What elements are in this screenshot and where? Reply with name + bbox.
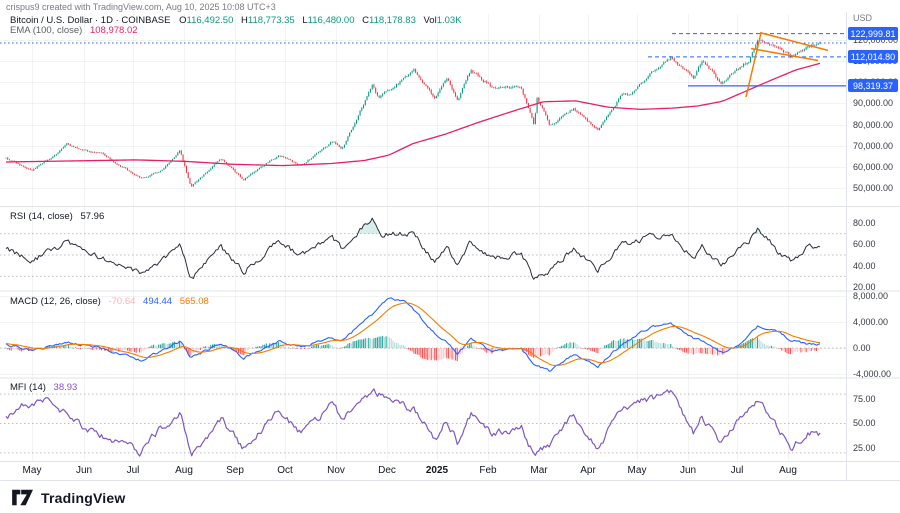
price-tick-label: 80,000.00	[853, 119, 894, 130]
high-value: 118,773.35	[247, 15, 295, 26]
low-value: 116,480.00	[307, 15, 355, 26]
macd-line-value: 494.44	[143, 296, 173, 307]
footer[interactable]: TradingView	[12, 488, 125, 507]
price-tick-label: 0.00	[853, 343, 871, 353]
credit-text: crispus9 created with TradingView.com, A…	[6, 2, 276, 12]
ema-legend[interactable]: EMA (100, close) 108,978.02	[10, 25, 143, 36]
price-tick-label: 50.00	[853, 418, 876, 429]
time-tick-label: Jul	[126, 465, 140, 476]
mfi-legend[interactable]: MFI (14) 38.93	[10, 382, 82, 393]
macd-signal-value: 565.08	[179, 296, 209, 307]
price-tick-label: 4,000.00	[853, 317, 889, 327]
price-tick-label: 40.00	[853, 260, 876, 271]
ema-label: EMA (100, close)	[10, 25, 83, 36]
time-tick-label: Oct	[277, 465, 293, 476]
rsi-label: RSI (14, close)	[10, 211, 73, 222]
price-tick-label: 60,000.00	[853, 161, 894, 172]
price-tick-label: 20.00	[853, 282, 876, 292]
time-tick-label: Jun	[679, 465, 697, 476]
price-tick-label: 75.00	[853, 393, 876, 404]
mfi-label: MFI (14)	[10, 382, 46, 393]
rsi-legend[interactable]: RSI (14, close) 57.96	[10, 211, 109, 222]
price-tick-label: 80.00	[853, 218, 876, 228]
open-label: O	[179, 15, 187, 26]
currency-label: USD	[853, 13, 873, 23]
price-level-badge: 98,319.37	[848, 79, 898, 93]
time-tick-label: Nov	[327, 465, 345, 476]
rsi-value: 57.96	[80, 211, 105, 222]
time-tick-label: Aug	[175, 465, 193, 476]
time-tick-label: Sep	[226, 465, 244, 476]
time-tick-label: Jun	[75, 465, 93, 476]
price-tick-label: 70,000.00	[853, 140, 894, 151]
time-tick-label: May	[22, 465, 42, 476]
price-tick-label: 8,000.00	[853, 290, 889, 301]
price-tick-label: 60.00	[853, 239, 876, 250]
macd-legend[interactable]: MACD (12, 26, close) -70.64 494.44 565.0…	[10, 296, 214, 307]
volume-value: 1.03K	[436, 15, 462, 26]
price-tick-label: 25.00	[853, 442, 876, 453]
time-tick-label: Mar	[530, 465, 548, 476]
volume-label: Vol	[423, 15, 437, 26]
price-tick-label: 90,000.00	[853, 98, 894, 109]
tradingview-logo-icon	[12, 489, 33, 506]
mfi-value: 38.93	[53, 382, 78, 393]
macd-label: MACD (12, 26, close)	[10, 296, 101, 307]
time-axis[interactable]: May Jun Jul Aug Sep Oct Nov Dec 2025 Feb Mar Apr May…	[0, 462, 846, 480]
time-tick-label: 2025	[425, 465, 449, 476]
price-axis[interactable]: USD 120,000.00110,000.00100,000.0090,000…	[847, 0, 900, 480]
tradingview-wordmark: TradingView	[41, 489, 126, 506]
price-level-badge: 112,014.80	[848, 50, 898, 64]
close-value: 118,178.83	[369, 15, 416, 26]
price-level-badge: 122,999.81	[848, 27, 898, 41]
close-label: C	[362, 15, 370, 26]
main-series-legend[interactable]: Bitcoin / U.S. Dollar · 1D · COINBASE O1…	[10, 15, 467, 26]
open-value: 116,492.50	[186, 15, 234, 26]
price-tick-label: 50,000.00	[853, 183, 894, 193]
time-tick-label: Feb	[479, 465, 497, 476]
time-tick-label: Jul	[730, 465, 744, 476]
time-tick-label: Apr	[580, 465, 596, 476]
high-label: H	[241, 15, 248, 26]
time-tick-label: Dec	[378, 465, 396, 476]
symbol-title: Bitcoin / U.S. Dollar · 1D · COINBASE	[10, 15, 171, 26]
macd-hist-value: -70.64	[108, 296, 136, 307]
price-tick-label: -4,000.00	[853, 369, 892, 379]
time-tick-label: May	[627, 465, 647, 476]
ema-value: 108,978.02	[89, 25, 138, 36]
time-tick-label: Aug	[779, 465, 797, 476]
low-label: L	[302, 15, 308, 26]
